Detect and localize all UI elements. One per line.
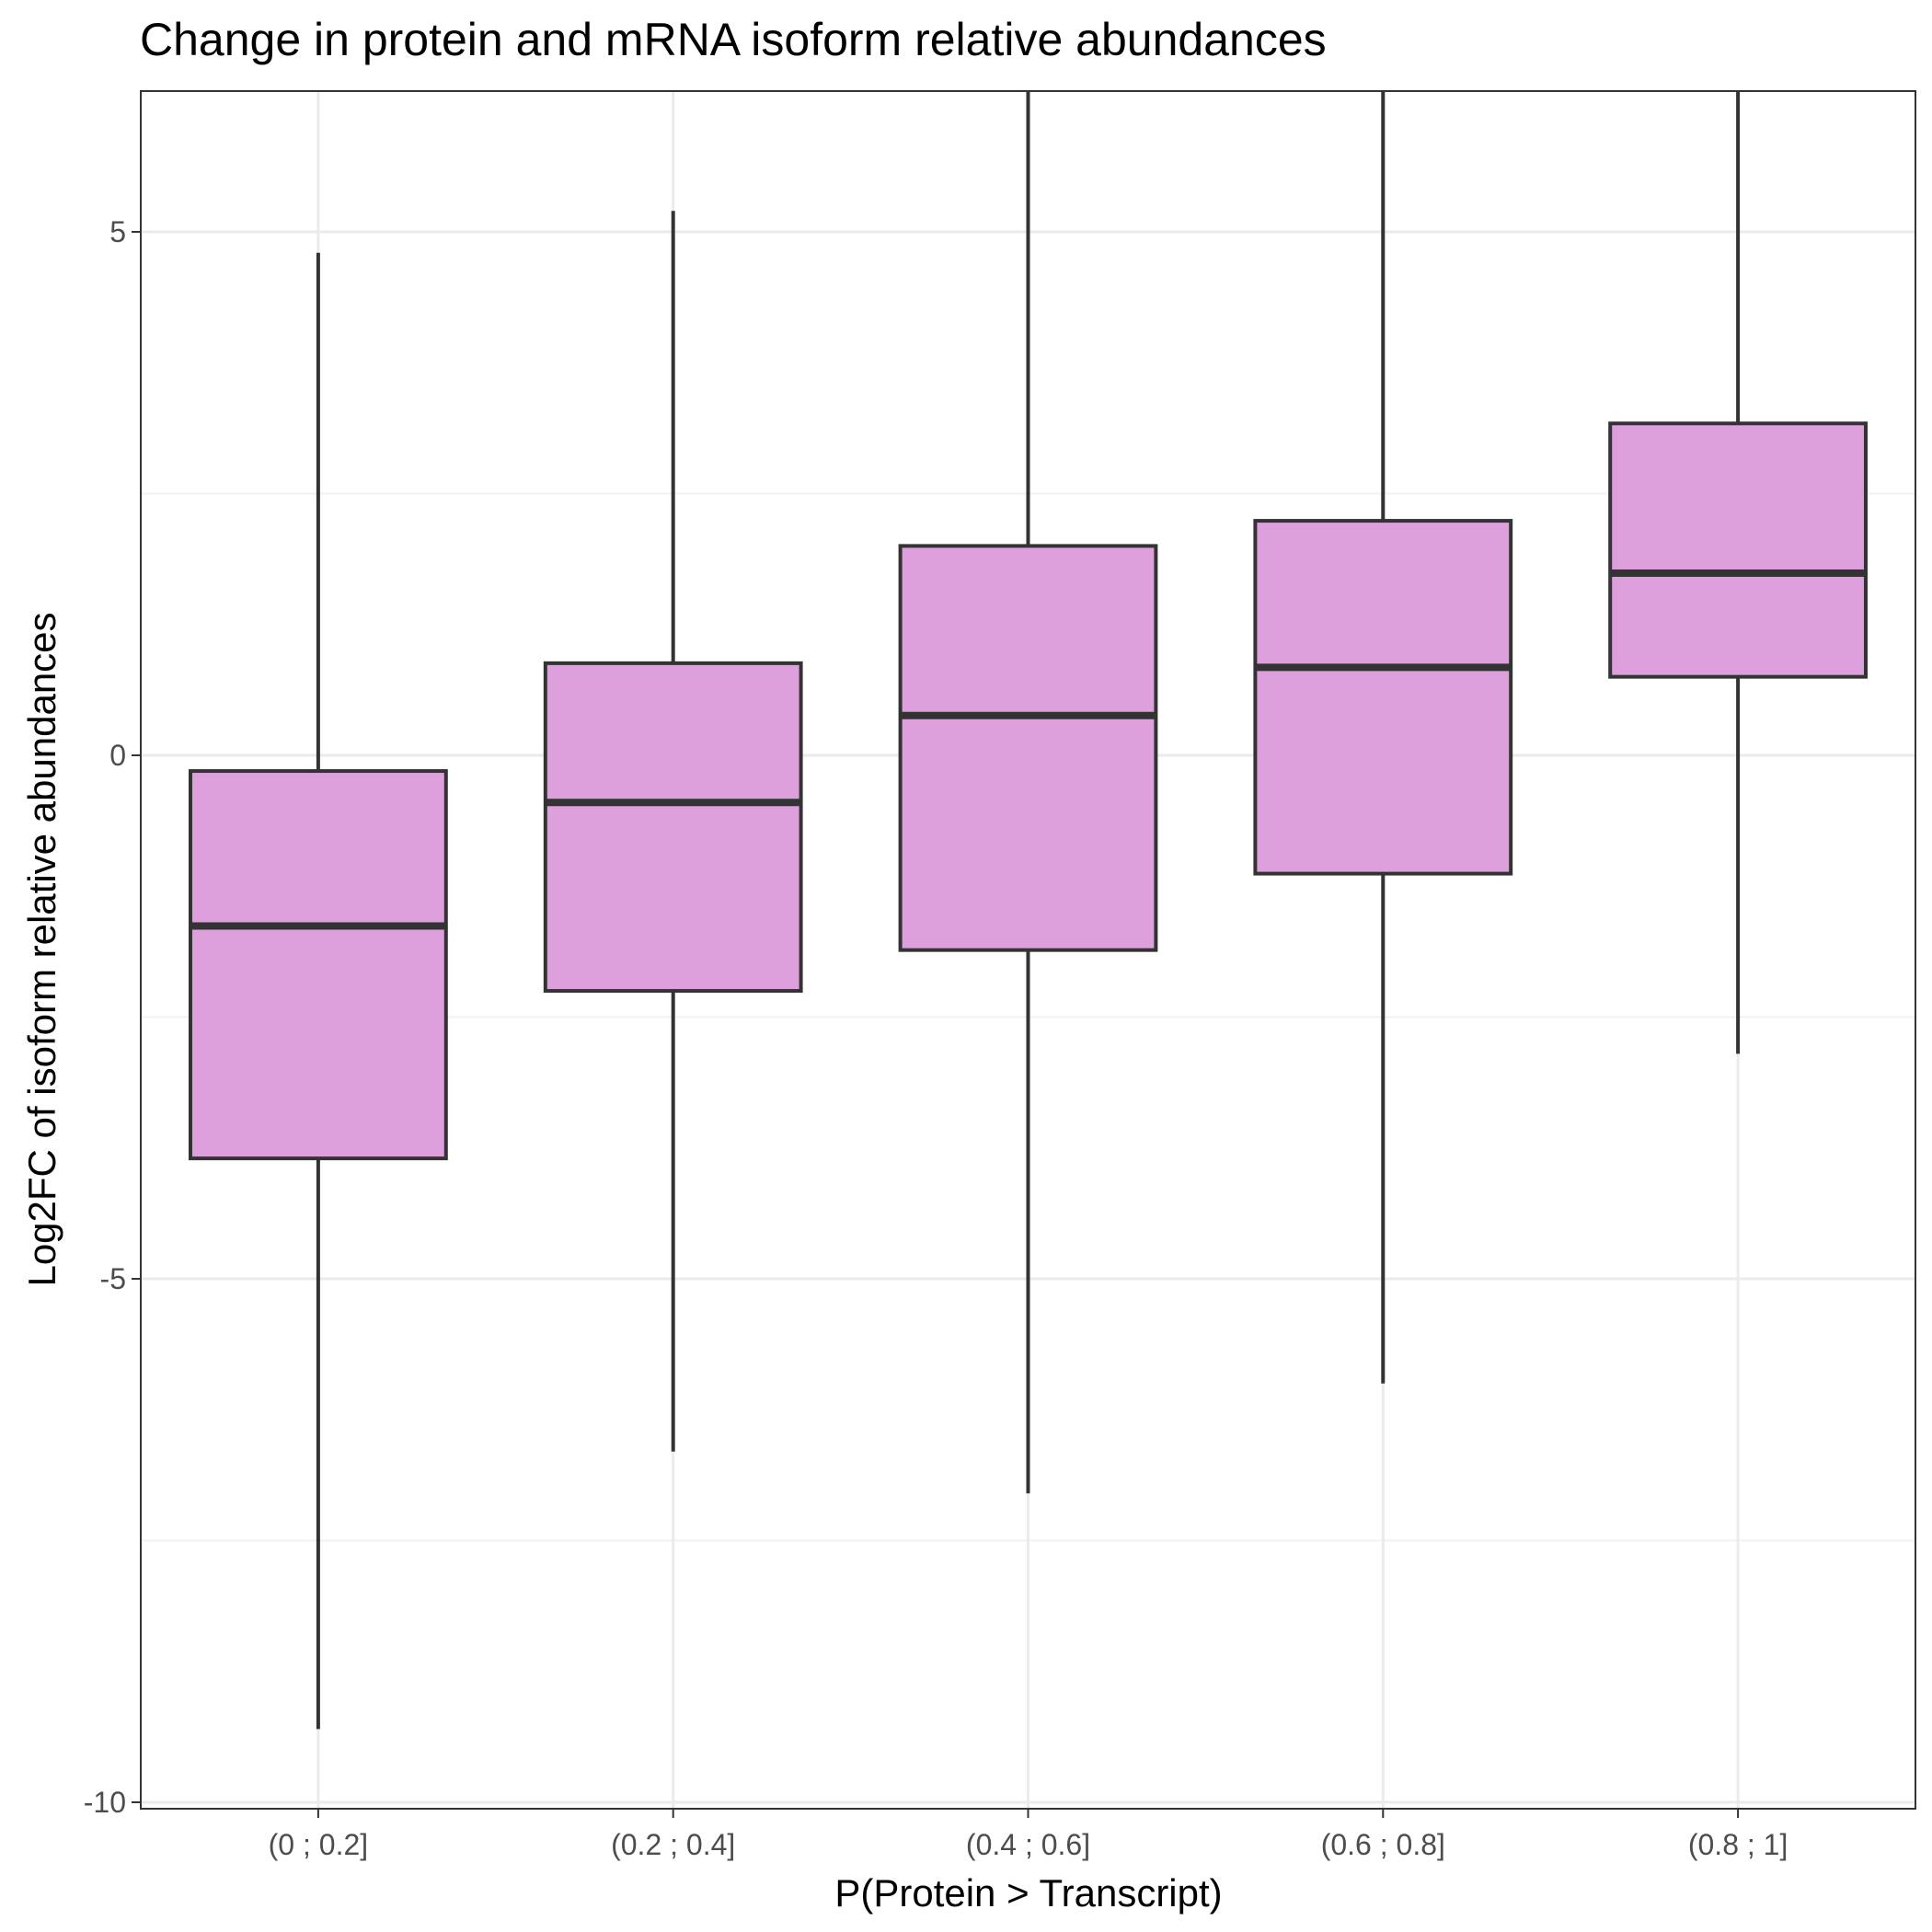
y-axis: 5 0 -5 -10	[84, 215, 141, 1819]
box-2	[543, 211, 803, 1452]
x-axis: (0 ; 0.2] (0.2 ; 0.4] (0.4 ; 0.6] (0.6 ; 0.…	[269, 1809, 1788, 1861]
box-5	[1608, 91, 1868, 1054]
iqr-box	[1608, 421, 1868, 679]
x-axis-title: P(Protein > Transcript)	[834, 1871, 1222, 1915]
box-4	[1253, 91, 1513, 1384]
y-tick-label: -10	[84, 1786, 126, 1819]
x-tick-label: (0.8 ; 1]	[1688, 1828, 1788, 1861]
y-axis-title: Log2FC of isoform relative abundances	[20, 612, 63, 1286]
x-tick-label: (0.4 ; 0.6]	[966, 1828, 1090, 1861]
y-tick-label: 5	[109, 215, 126, 248]
x-tick-label: (0.6 ; 0.8]	[1321, 1828, 1445, 1861]
y-tick-label: -5	[100, 1262, 126, 1295]
box-3	[898, 91, 1158, 1494]
x-tick-label: (0 ; 0.2]	[269, 1828, 369, 1861]
x-tick-label: (0.2 ; 0.4]	[611, 1828, 735, 1861]
iqr-box	[543, 661, 803, 994]
iqr-box	[898, 544, 1158, 952]
iqr-box	[189, 769, 448, 1161]
y-tick-label: 0	[109, 739, 126, 772]
box-layer	[189, 91, 1868, 1730]
iqr-box	[1253, 519, 1513, 876]
chart-title: Change in protein and mRNA isoform relat…	[140, 14, 1327, 65]
box-1	[189, 252, 448, 1730]
